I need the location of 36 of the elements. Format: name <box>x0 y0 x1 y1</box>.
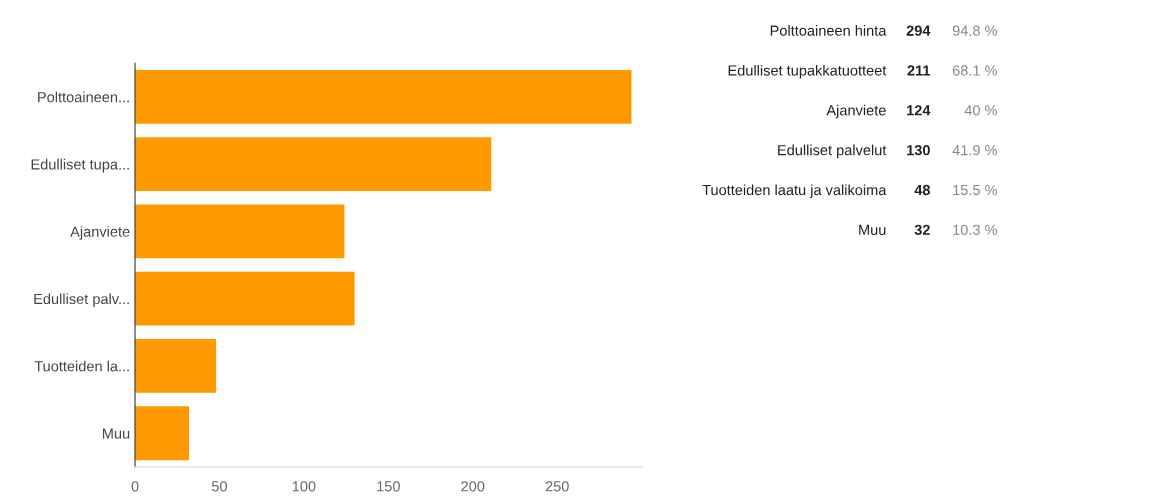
bar <box>135 339 217 393</box>
data-label: 32 <box>914 224 930 236</box>
text: 40 % <box>964 105 998 116</box>
x-tick-label: 200 <box>461 481 485 492</box>
y-tick-label: Edulliset tupa... <box>31 158 129 173</box>
category-label: Edulliset palvelut <box>778 144 887 159</box>
x-tick-label: 0 <box>131 481 139 492</box>
x-tick-label: 50 <box>211 481 227 492</box>
bar <box>135 204 345 259</box>
category-label: Edulliset tupakkatuotteet <box>728 64 887 79</box>
text: 68.1 % <box>952 65 998 76</box>
category-label: Tuotteiden laatu ja valikoima <box>702 184 887 199</box>
x-tick-label: 250 <box>545 481 569 492</box>
text: 94.8 % <box>952 25 998 36</box>
bar <box>135 406 190 461</box>
y-tick-label: Polttoaineen... <box>38 91 129 103</box>
data-label: 130 <box>907 144 930 156</box>
y-tick-label: Edulliset palv... <box>34 293 129 307</box>
text: 10.3 % <box>953 224 998 235</box>
y-tick-label: Muu <box>102 428 130 439</box>
y-tick-label: Tuotteiden la... <box>34 360 129 372</box>
text: 15.5 % <box>953 184 998 196</box>
x-tick-label: 100 <box>292 481 316 492</box>
y-tick-label: Ajanviete <box>70 226 130 240</box>
bar <box>135 271 355 326</box>
data-label: 211 <box>907 65 931 76</box>
bar <box>135 137 492 192</box>
text: 41.9 % <box>952 144 998 156</box>
category-label: Polttoaineen hinta <box>770 25 887 36</box>
data-label: 124 <box>907 105 931 116</box>
x-tick-label: 150 <box>377 481 400 492</box>
category-label: Ajanviete <box>826 104 886 119</box>
data-label: 48 <box>914 184 931 196</box>
category-label: Muu <box>859 224 886 235</box>
bar <box>135 69 632 124</box>
data-label: 294 <box>906 25 931 36</box>
